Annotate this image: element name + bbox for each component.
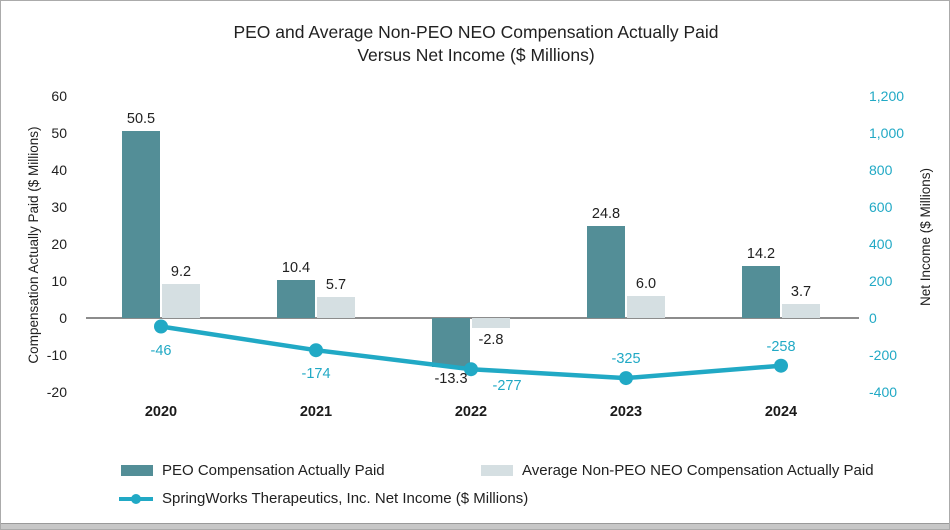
net-income-point bbox=[774, 358, 788, 373]
right-axis-tick: 200 bbox=[869, 273, 893, 289]
peo-bar-value-label: -13.3 bbox=[434, 371, 468, 388]
net-income-line-marker-icon bbox=[119, 493, 153, 504]
right-axis-tick: 400 bbox=[869, 236, 893, 252]
right-axis-tick: -200 bbox=[869, 347, 898, 363]
right-axis-tick: 600 bbox=[869, 199, 893, 215]
x-axis-year-label: 2021 bbox=[299, 404, 333, 420]
right-axis-tick: 800 bbox=[869, 162, 893, 178]
non-peo-bar-value-label: 3.7 bbox=[790, 284, 812, 301]
peo-bar bbox=[277, 279, 315, 318]
non-peo-bar-value-label: 6.0 bbox=[635, 275, 657, 292]
net-income-value-label: -174 bbox=[301, 366, 331, 383]
non-peo-bar-value-label: -2.8 bbox=[478, 332, 504, 349]
peo-bar bbox=[432, 318, 470, 368]
right-axis-tick: 0 bbox=[869, 310, 877, 326]
left-axis-tick: -10 bbox=[46, 347, 67, 363]
legend-item-peo-compensation: PEO Compensation Actually Paid bbox=[121, 462, 385, 479]
peo-bar-swatch-icon bbox=[121, 465, 153, 476]
x-axis-zero-line bbox=[86, 317, 859, 319]
net-income-point bbox=[154, 319, 168, 334]
net-income-point bbox=[309, 343, 323, 358]
legend-item-net-income: SpringWorks Therapeutics, Inc. Net Incom… bbox=[119, 490, 528, 507]
net-income-value-label: -46 bbox=[150, 342, 172, 359]
right-axis-tick: -400 bbox=[869, 384, 898, 400]
chart-title-line-1: PEO and Average Non-PEO NEO Compensation… bbox=[233, 22, 719, 42]
left-axis-tick: 20 bbox=[51, 236, 67, 252]
left-axis-tick: 0 bbox=[59, 310, 67, 326]
legend-label-peo-compensation: PEO Compensation Actually Paid bbox=[162, 462, 385, 479]
x-axis-year-label: 2020 bbox=[144, 404, 178, 420]
left-axis-tick: 30 bbox=[51, 199, 67, 215]
right-axis-tick: 1,200 bbox=[869, 88, 905, 104]
left-axis-tick: 10 bbox=[51, 273, 67, 289]
non-peo-bar bbox=[317, 296, 355, 318]
net-income-point bbox=[464, 362, 478, 377]
net-income-value-label: -325 bbox=[611, 351, 641, 368]
non-peo-bar bbox=[782, 304, 820, 318]
peo-bar-value-label: 50.5 bbox=[126, 111, 156, 128]
peo-bar-value-label: 14.2 bbox=[746, 245, 776, 262]
chart-title: PEO and Average Non-PEO NEO Compensation… bbox=[1, 21, 949, 67]
chart-title-line-2: Versus Net Income ($ Millions) bbox=[357, 45, 595, 65]
net-income-value-label: -277 bbox=[492, 378, 522, 395]
x-axis-year-label: 2022 bbox=[454, 404, 488, 420]
non-peo-bar bbox=[627, 295, 665, 318]
right-axis-tick: 1,000 bbox=[869, 125, 905, 141]
non-peo-bar-value-label: 9.2 bbox=[170, 264, 192, 280]
legend-item-non-peo-compensation: Average Non-PEO NEO Compensation Actuall… bbox=[481, 462, 874, 479]
x-axis-year-label: 2024 bbox=[764, 404, 798, 420]
left-axis-tick: -20 bbox=[46, 384, 67, 400]
peo-bar bbox=[587, 226, 625, 318]
non-peo-bar bbox=[472, 318, 510, 329]
non-peo-bar bbox=[162, 284, 200, 318]
legend-label-non-peo-compensation: Average Non-PEO NEO Compensation Actuall… bbox=[522, 462, 874, 479]
peo-bar-value-label: 10.4 bbox=[281, 259, 311, 276]
peo-bar bbox=[122, 131, 160, 318]
peo-bar-value-label: 24.8 bbox=[591, 206, 621, 223]
net-income-point bbox=[619, 371, 633, 386]
left-axis-tick: 40 bbox=[51, 162, 67, 178]
legend-label-net-income: SpringWorks Therapeutics, Inc. Net Incom… bbox=[162, 490, 529, 507]
left-axis-tick: 60 bbox=[51, 88, 67, 104]
non-peo-bar-value-label: 5.7 bbox=[325, 276, 347, 293]
left-axis-tick: 50 bbox=[51, 125, 67, 141]
non-peo-bar-swatch-icon bbox=[481, 465, 513, 476]
window-bottom-edge bbox=[1, 523, 949, 529]
peo-bar bbox=[742, 265, 780, 318]
net-income-value-label: -258 bbox=[766, 338, 796, 355]
x-axis-year-label: 2023 bbox=[609, 404, 643, 420]
